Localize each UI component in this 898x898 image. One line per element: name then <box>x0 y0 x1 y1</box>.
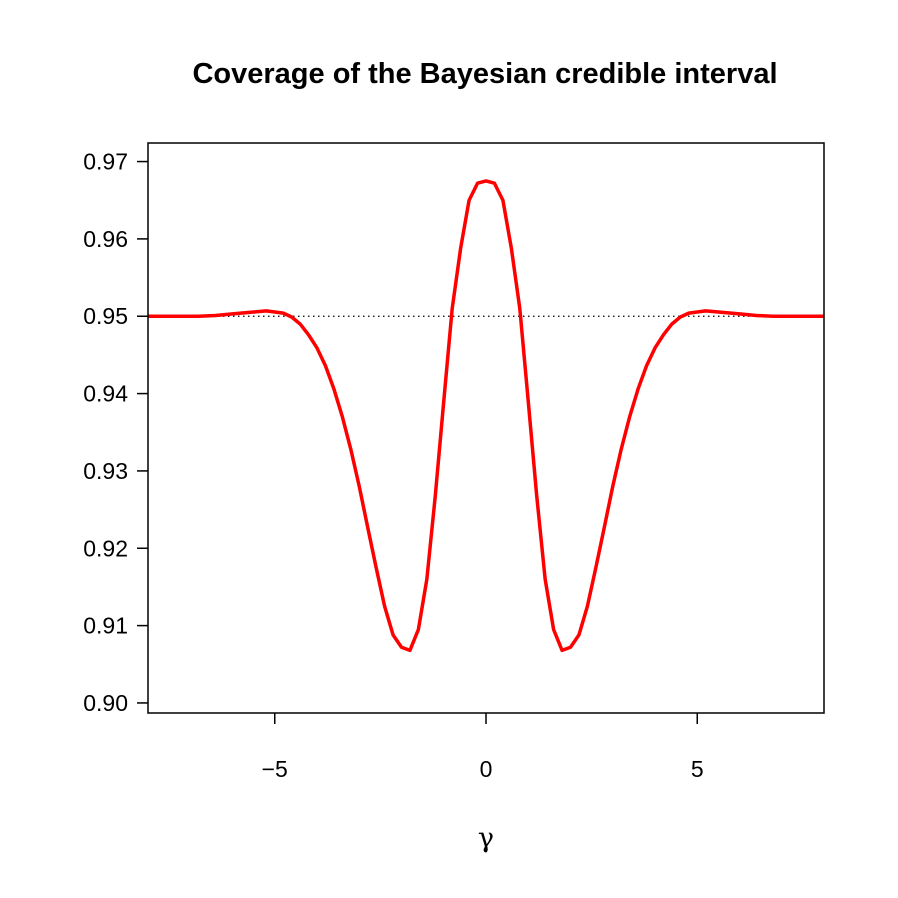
plot-frame <box>147 142 825 714</box>
y-tick-label: 0.94 <box>83 381 128 407</box>
plot-area <box>148 179 824 653</box>
y-tick-label: 0.96 <box>83 226 128 252</box>
y-tick-label: 0.92 <box>83 535 128 561</box>
y-axis: 0.90 0.91 0.92 0.93 0.94 0.95 0.96 0.97 <box>83 149 148 716</box>
y-tick-label: 0.93 <box>83 458 128 484</box>
chart-title: Coverage of the Bayesian credible interv… <box>192 58 777 90</box>
y-tick-label: 0.95 <box>83 303 128 329</box>
x-axis-label: γ <box>478 823 494 854</box>
y-tick-label: 0.90 <box>83 690 128 716</box>
x-tick-label: 0 <box>480 756 493 782</box>
y-tick-label: 0.97 <box>83 149 128 175</box>
x-axis: −5 0 5 <box>262 713 704 782</box>
series-line-0 <box>148 179 824 653</box>
y-tick-label: 0.91 <box>83 613 128 639</box>
x-tick-label: −5 <box>262 756 288 782</box>
x-tick-label: 5 <box>691 756 704 782</box>
